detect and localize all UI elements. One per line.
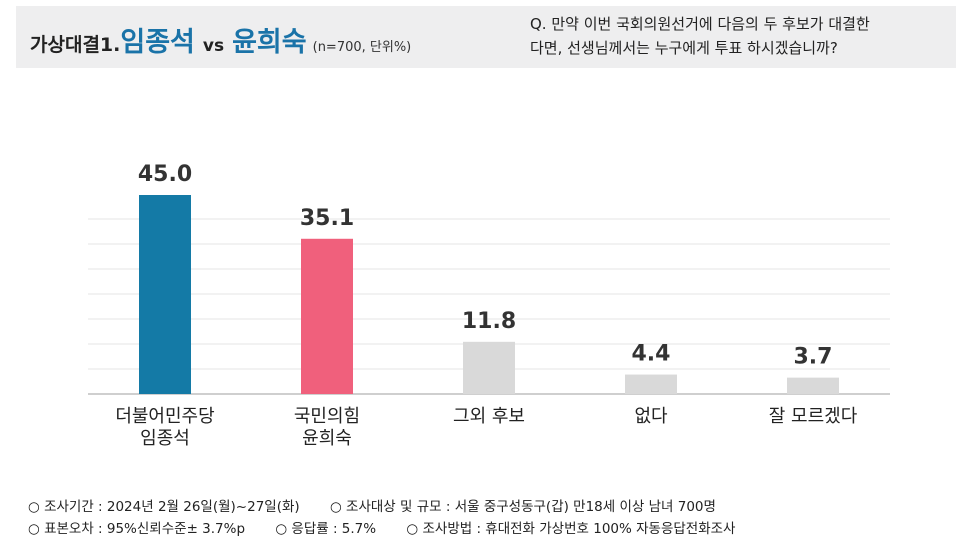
category-label-2-line-2: 윤희숙: [302, 428, 352, 449]
bar-1: [139, 195, 191, 394]
question-line-1: Q. 만약 이번 국회의원선거에 다음의 두 후보가 대결한: [530, 15, 870, 33]
candidate-a-name: 임종석: [120, 27, 195, 58]
sampling-error: ○ 표본오차 : 95%신뢰수준± 3.7%p: [28, 521, 246, 537]
vs-label: vs: [202, 36, 225, 56]
category-label-2-line-1: 국민의힘: [294, 406, 360, 427]
footer-row-1: ○ 조사기간 : 2024년 2월 26일(월)~27일(화) ○ 조사대상 및…: [28, 496, 948, 518]
footer-row-2: ○ 표본오차 : 95%신뢰수준± 3.7%p ○ 응답률 : 5.7% ○ 조…: [28, 518, 948, 540]
survey-target: ○ 조사대상 및 규모 : 서울 중구성동구(갑) 만18세 이상 남녀 700…: [329, 499, 716, 515]
bar-3: [463, 341, 515, 394]
value-label-4: 4.4: [632, 342, 671, 367]
survey-period: ○ 조사기간 : 2024년 2월 26일(월)~27일(화): [28, 499, 300, 515]
candidate-b-name: 윤희숙: [232, 27, 307, 58]
value-label-2: 35.1: [300, 206, 354, 231]
survey-footer: ○ 조사기간 : 2024년 2월 26일(월)~27일(화) ○ 조사대상 및…: [28, 496, 948, 540]
category-label-3-line-1: 그외 후보: [453, 406, 525, 427]
value-label-5: 3.7: [794, 345, 833, 370]
value-label-1: 45.0: [138, 162, 192, 187]
category-label-1-line-2: 임종석: [140, 428, 190, 449]
sample-note: (n=700, 단위%): [312, 40, 412, 55]
category-label-5-line-1: 잘 모르겠다: [769, 406, 858, 427]
question-line-2: 다면, 선생님께서는 누구에게 투표 하시겠습니까?: [530, 39, 838, 57]
survey-method: ○ 조사방법 : 휴대전화 가상번호 100% 자동응답전화조사: [406, 521, 736, 537]
value-labels: 45.0 35.1 11.8 4.4 3.7: [138, 162, 833, 370]
grid-lines: [88, 218, 890, 395]
title-prefix: 가상대결1.: [30, 34, 121, 56]
bar-2: [301, 238, 353, 394]
response-rate: ○ 응답률 : 5.7%: [275, 521, 377, 537]
value-label-3: 11.8: [462, 309, 516, 334]
category-label-1-line-1: 더불어민주당: [115, 406, 214, 427]
bar-4: [625, 374, 677, 394]
bar-5: [787, 377, 839, 394]
category-label-4-line-1: 없다: [634, 406, 668, 427]
chart-title: 가상대결1. 임종석 vs 윤희숙 (n=700, 단위%): [30, 20, 411, 59]
header-band: 가상대결1. 임종석 vs 윤희숙 (n=700, 단위%) Q. 만약 이번 …: [16, 6, 956, 68]
survey-question: Q. 만약 이번 국회의원선거에 다음의 두 후보가 대결한 다면, 선생님께서…: [530, 12, 950, 60]
bars: [139, 195, 839, 394]
